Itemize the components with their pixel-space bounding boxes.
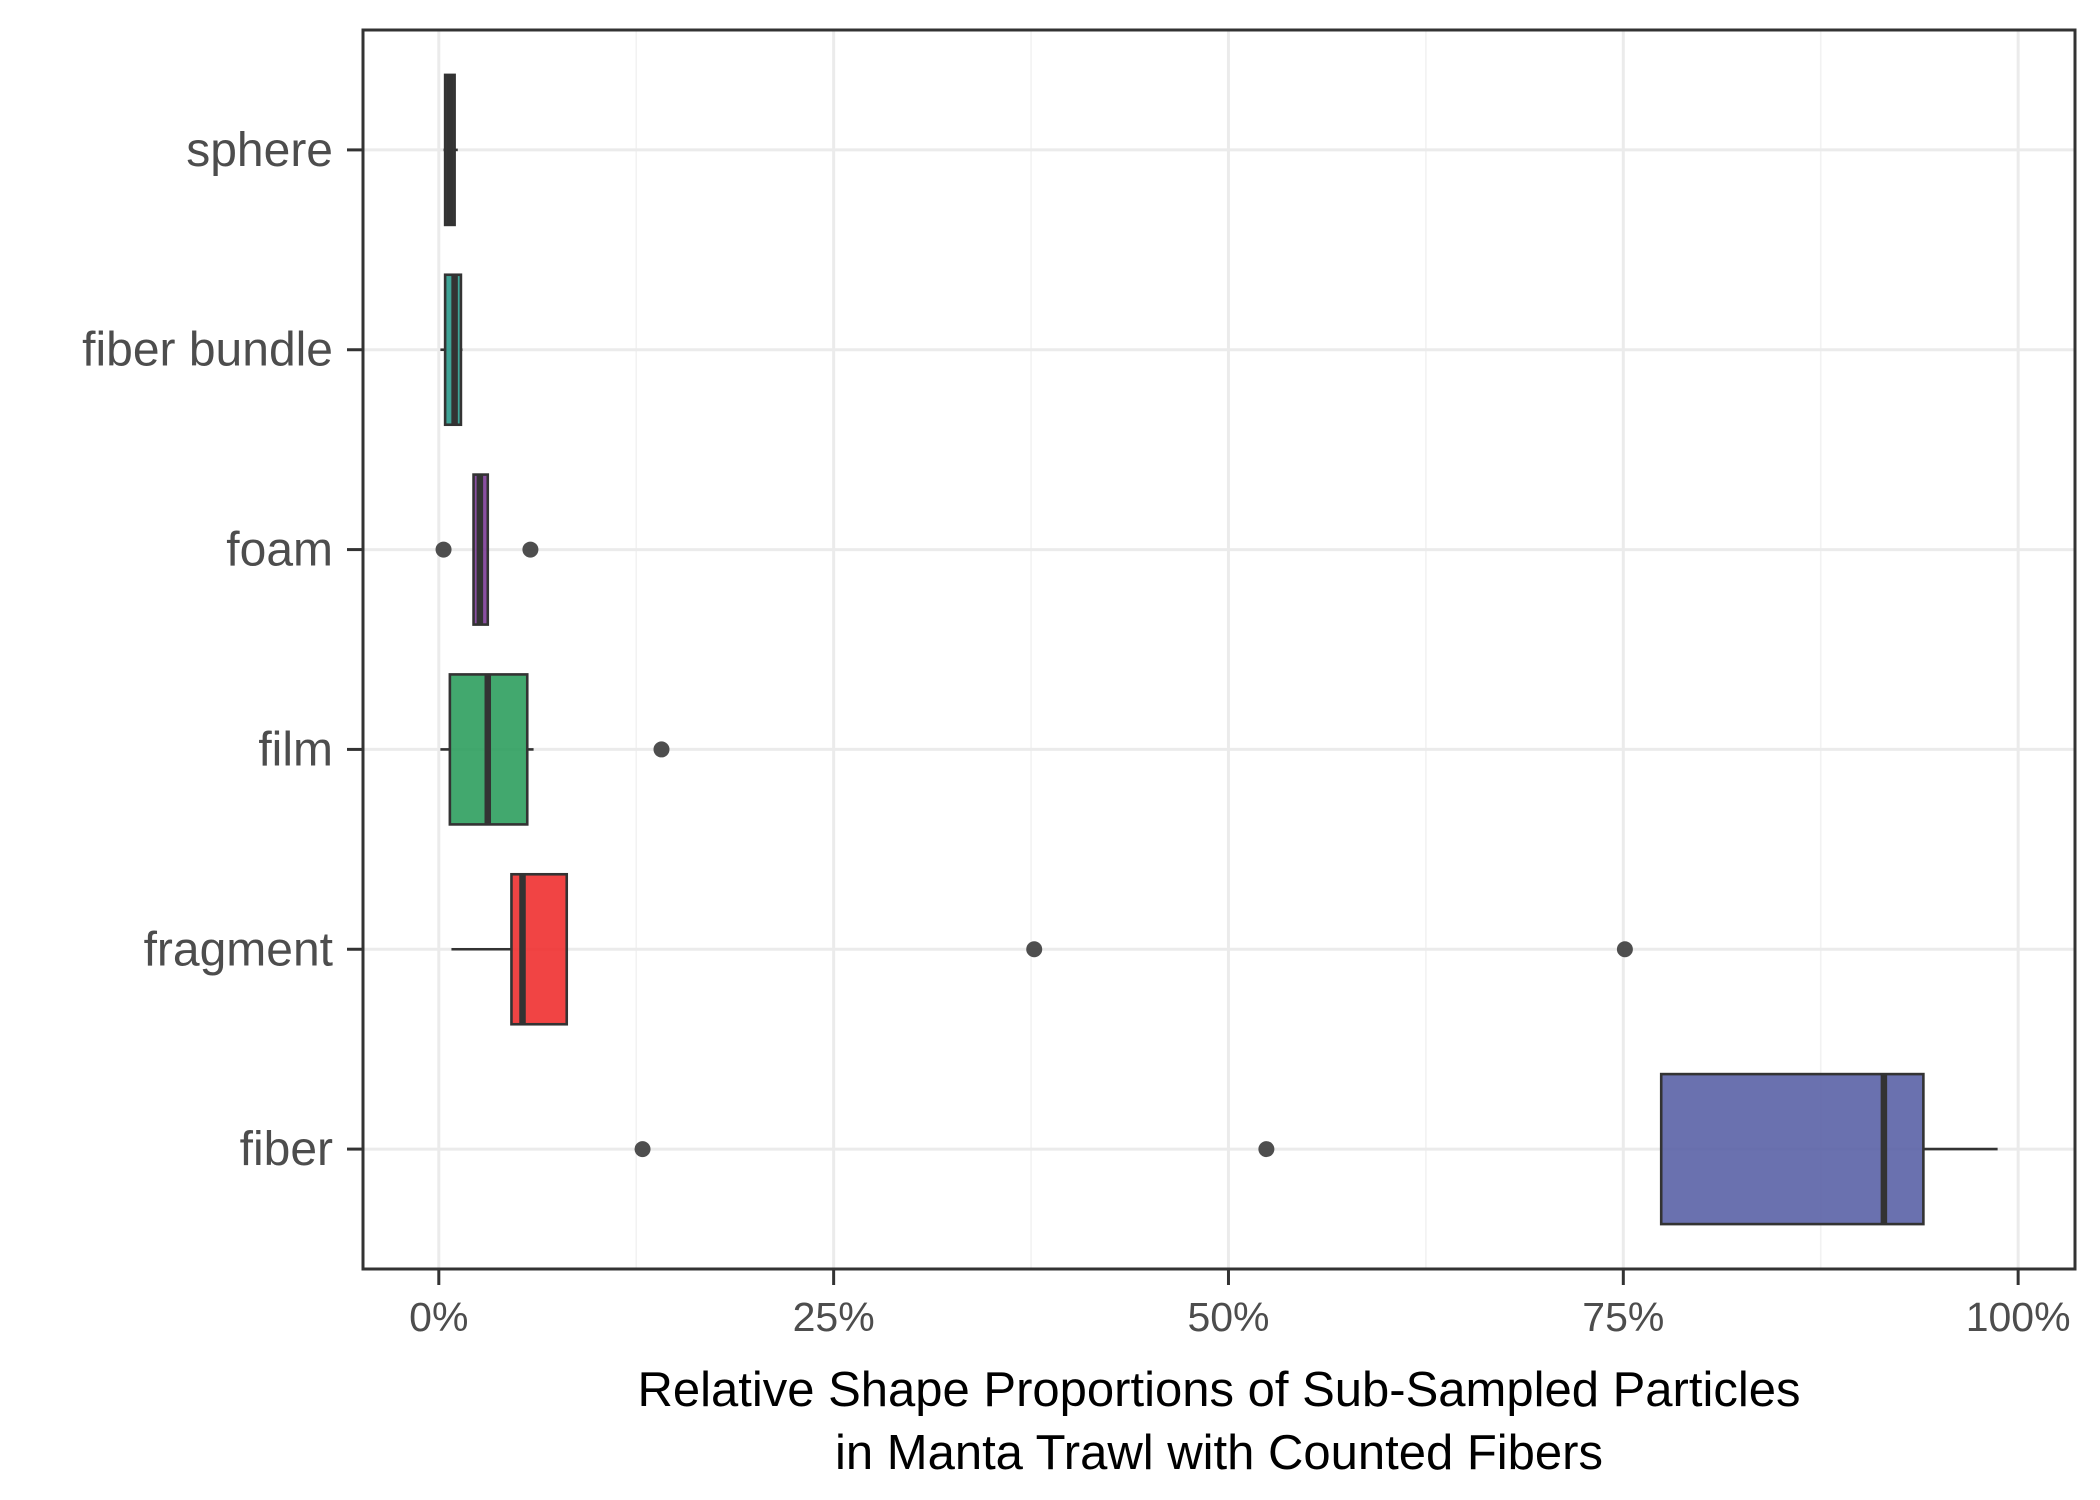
box-fiber-bundle bbox=[440, 273, 463, 427]
boxplot-marks bbox=[435, 73, 1998, 1226]
x-tick-label: 100% bbox=[1966, 1294, 2071, 1340]
y-tick-label: fragment bbox=[144, 923, 333, 976]
panel-background bbox=[363, 30, 2075, 1269]
box-fiber bbox=[634, 1072, 1998, 1226]
grid-layer bbox=[363, 30, 2075, 1269]
outlier-point bbox=[435, 541, 452, 558]
x-axis-title-line: Relative Shape Proportions of Sub-Sample… bbox=[637, 1363, 1800, 1417]
box-film bbox=[440, 673, 670, 826]
y-tick-label: film bbox=[258, 723, 333, 776]
outlier-point bbox=[634, 1141, 651, 1158]
y-tick-label: sphere bbox=[186, 124, 333, 177]
outlier-point bbox=[653, 741, 670, 758]
outlier-point bbox=[1258, 1141, 1275, 1158]
outlier-point bbox=[1616, 941, 1633, 958]
panel-border bbox=[361, 28, 2077, 1271]
x-tick-label: 25% bbox=[793, 1294, 875, 1340]
box-sphere bbox=[443, 73, 458, 227]
outlier-point bbox=[522, 541, 539, 558]
panel-frame bbox=[361, 28, 2077, 1271]
x-axis-title-line: in Manta Trawl with Counted Fibers bbox=[835, 1426, 1603, 1480]
y-tick-label: fiber bbox=[240, 1123, 333, 1176]
y-tick-label: foam bbox=[226, 524, 333, 577]
x-tick-label: 50% bbox=[1187, 1294, 1269, 1340]
y-tick-label: fiber bundle bbox=[82, 324, 333, 377]
box-foam bbox=[435, 473, 539, 626]
box-fragment bbox=[451, 872, 1633, 1026]
x-tick-label: 75% bbox=[1582, 1294, 1664, 1340]
outlier-point bbox=[1026, 941, 1043, 958]
box-iqr bbox=[1659, 1072, 1925, 1226]
axes: sphere fiber bundle foam film fragment fiber 0… bbox=[82, 124, 2070, 1480]
x-tick-label: 0% bbox=[409, 1294, 468, 1340]
